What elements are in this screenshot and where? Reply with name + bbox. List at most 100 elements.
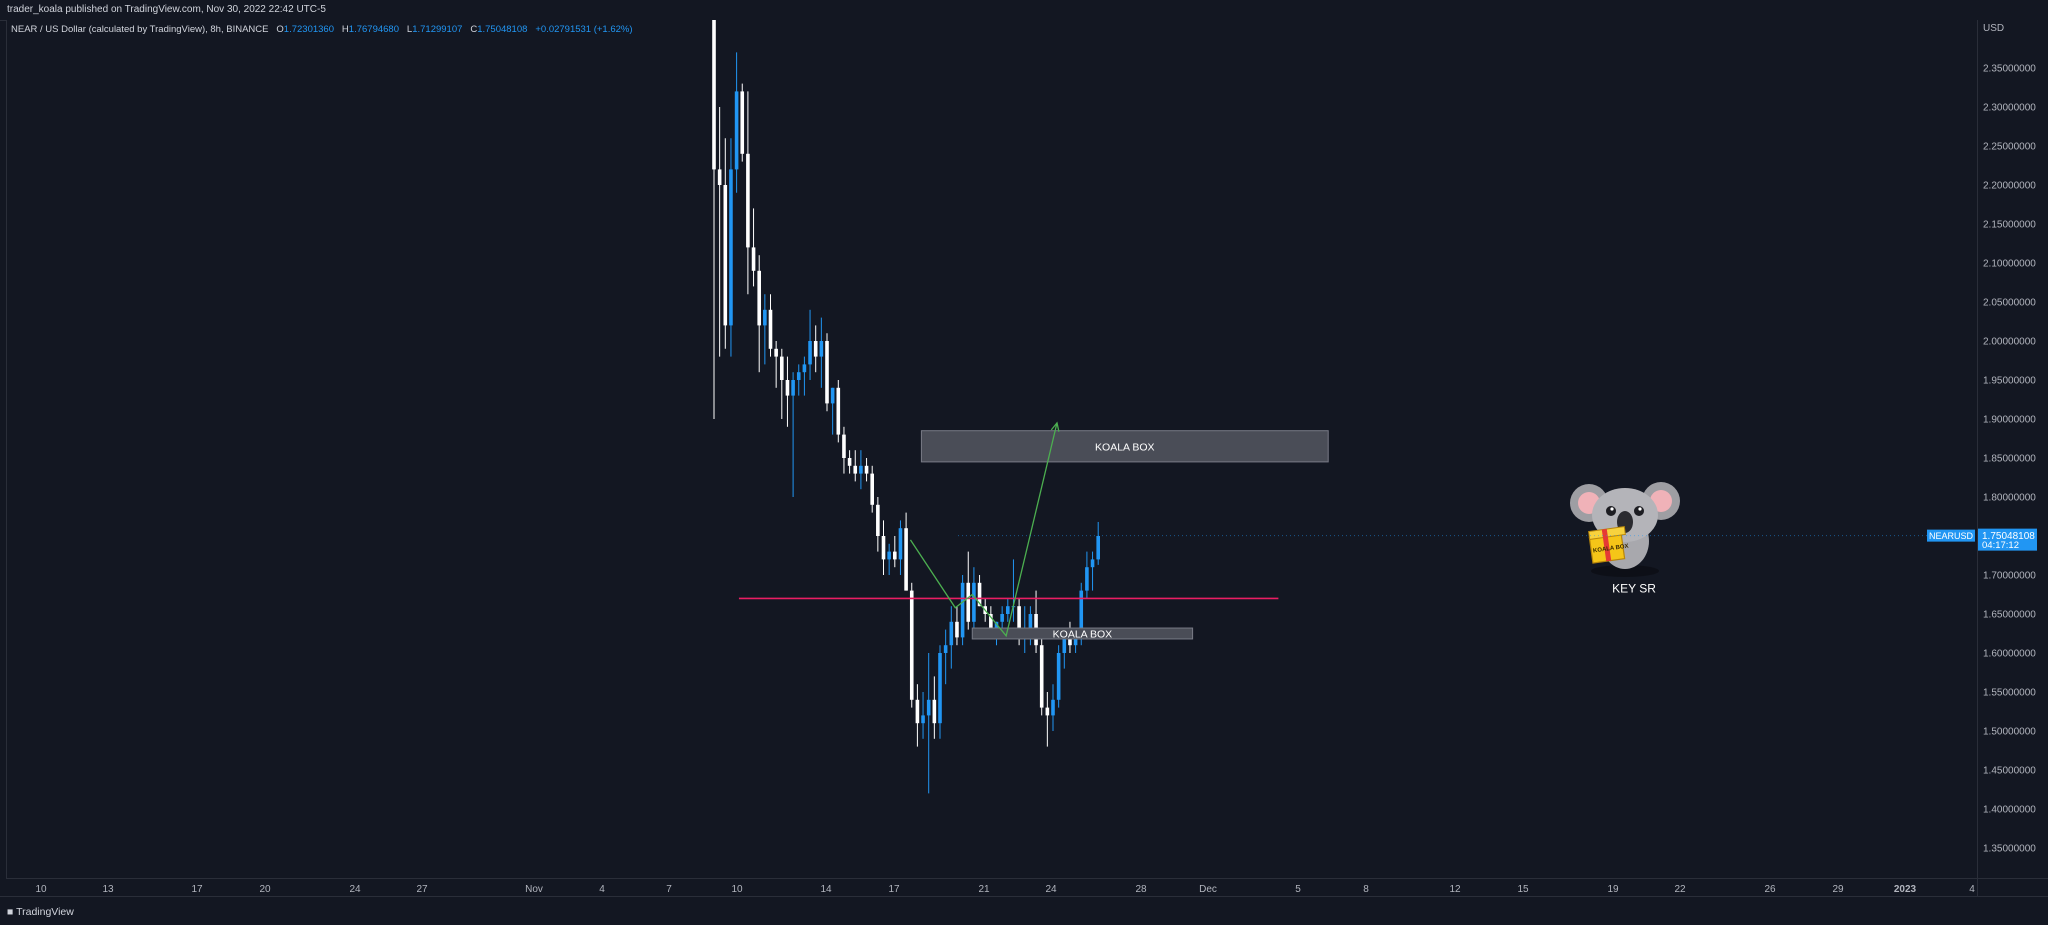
x-tick-label: 12	[1449, 884, 1461, 895]
candle-body	[1051, 699, 1055, 716]
y-tick-label: 1.80000000	[1983, 493, 2036, 504]
legend-low: 1.71299107	[412, 24, 463, 35]
candle-body	[802, 364, 807, 373]
time-axis[interactable]	[6, 878, 1977, 897]
candle-body	[723, 185, 728, 326]
candle-body	[1017, 606, 1021, 638]
koala-shadow	[1591, 565, 1659, 577]
price-axis[interactable]	[1977, 20, 2048, 878]
candle-body	[746, 153, 750, 248]
candle-body	[1062, 637, 1067, 653]
candle-body	[994, 621, 999, 630]
x-tick-label: 24	[349, 884, 361, 895]
x-tick-label: 17	[888, 884, 900, 895]
candle-body	[876, 504, 880, 536]
koala-box-upper-label: KOALA BOX	[1095, 441, 1155, 453]
candle-body	[830, 387, 835, 404]
x-tick-label: 10	[35, 884, 47, 895]
candle-body	[1039, 645, 1044, 708]
candle-body	[774, 348, 778, 357]
candle-body	[915, 699, 920, 724]
y-tick-label: 2.00000000	[1983, 337, 2036, 348]
x-tick-label: 13	[102, 884, 114, 895]
candle-body	[972, 582, 976, 622]
y-tick-label: 2.15000000	[1983, 220, 2036, 231]
candle-body	[893, 551, 897, 560]
y-tick-label: 1.90000000	[1983, 415, 2036, 426]
y-tick-label: 1.95000000	[1983, 376, 2036, 387]
y-tick-label: 2.30000000	[1983, 103, 2036, 114]
x-tick-label: 28	[1135, 884, 1147, 895]
candle-body	[808, 341, 812, 365]
x-tick-label: 2023	[1894, 884, 1917, 895]
y-tick-label: 1.70000000	[1983, 571, 2036, 582]
candle-body	[1085, 567, 1089, 591]
koala-gift-ribbon	[1601, 528, 1612, 562]
tv-logo-icon: ■	[7, 906, 14, 918]
candle-body	[881, 536, 886, 560]
candle-body	[870, 473, 874, 505]
candle-body	[1056, 653, 1061, 700]
candle-body	[989, 614, 993, 630]
projection-path	[909, 422, 1058, 638]
candle-body	[780, 356, 784, 380]
candle-body	[785, 380, 790, 396]
y-tick-label: 1.65000000	[1983, 610, 2036, 621]
symbol-tag	[1927, 529, 1975, 542]
candle-body	[842, 434, 846, 458]
price-tag-countdown: 04:17:12	[1982, 540, 2019, 551]
candle-body	[768, 309, 773, 349]
candle-body	[1006, 606, 1010, 614]
candle-body	[909, 590, 914, 700]
x-tick-label: 22	[1674, 884, 1686, 895]
x-tick-label: 15	[1517, 884, 1529, 895]
publisher-text: trader_koala published on TradingView.co…	[7, 4, 326, 15]
candle-body	[757, 270, 761, 326]
y-tick-label: 2.35000000	[1983, 64, 2036, 75]
legend-change: +0.02791531 (+1.62%)	[535, 24, 633, 35]
candle-body	[740, 91, 745, 154]
candle-body	[1045, 707, 1050, 716]
candle-body	[751, 247, 756, 271]
tradingview-logo[interactable]: ■ TradingView	[7, 906, 74, 918]
y-tick-label: 1.40000000	[1983, 805, 2036, 816]
candle-body	[932, 699, 937, 724]
candle-body	[1028, 614, 1033, 630]
y-tick-label: 1.35000000	[1983, 844, 2036, 855]
x-tick-label: Nov	[525, 884, 543, 895]
candle-body	[717, 169, 722, 185]
projection-arrowhead	[1050, 421, 1060, 432]
y-tick-label: 1.45000000	[1983, 766, 2036, 777]
candle-body	[791, 380, 795, 396]
x-tick-label: 4	[599, 884, 605, 895]
koala-box-upper	[920, 430, 1329, 463]
candle-body	[1090, 559, 1095, 568]
candle-body	[819, 341, 824, 357]
candle-body	[796, 372, 801, 380]
x-tick-label: 4	[1969, 884, 1975, 895]
symbol-legend: NEAR / US Dollar (calculated by TradingV…	[11, 24, 633, 35]
candle-body	[955, 621, 959, 638]
candle-body	[949, 621, 954, 646]
candle-body	[864, 465, 869, 474]
x-tick-label: 24	[1045, 884, 1057, 895]
koala-box-lower	[971, 627, 1194, 640]
key-sr-label: KEY SR	[1612, 581, 1656, 595]
candle-body	[1000, 614, 1004, 622]
koala-eye-right-shine	[1638, 507, 1642, 511]
plot-layer: KOALA BOX KOALA BOX KEY SR KOALA BOX	[712, 20, 1977, 794]
symbol-tag-label: NEARUSD	[1929, 531, 1974, 541]
currency-label: USD	[1983, 23, 2004, 34]
candle-body	[1079, 590, 1084, 638]
y-tick-label: 1.50000000	[1983, 727, 2036, 738]
candle-body	[904, 528, 908, 591]
koala-eye-left-shine	[1610, 507, 1614, 511]
candle-body	[763, 309, 767, 326]
candle-body	[977, 582, 982, 607]
y-tick-label: 2.05000000	[1983, 298, 2036, 309]
symbol-title: NEAR / US Dollar (calculated by TradingV…	[11, 24, 269, 35]
candle-body	[943, 645, 948, 653]
x-tick-label: 17	[191, 884, 203, 895]
candle-body	[853, 465, 858, 474]
